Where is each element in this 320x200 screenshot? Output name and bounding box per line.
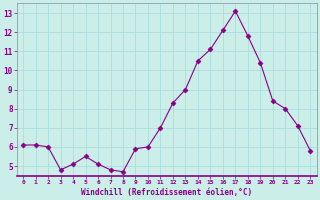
X-axis label: Windchill (Refroidissement éolien,°C): Windchill (Refroidissement éolien,°C) xyxy=(81,188,252,197)
